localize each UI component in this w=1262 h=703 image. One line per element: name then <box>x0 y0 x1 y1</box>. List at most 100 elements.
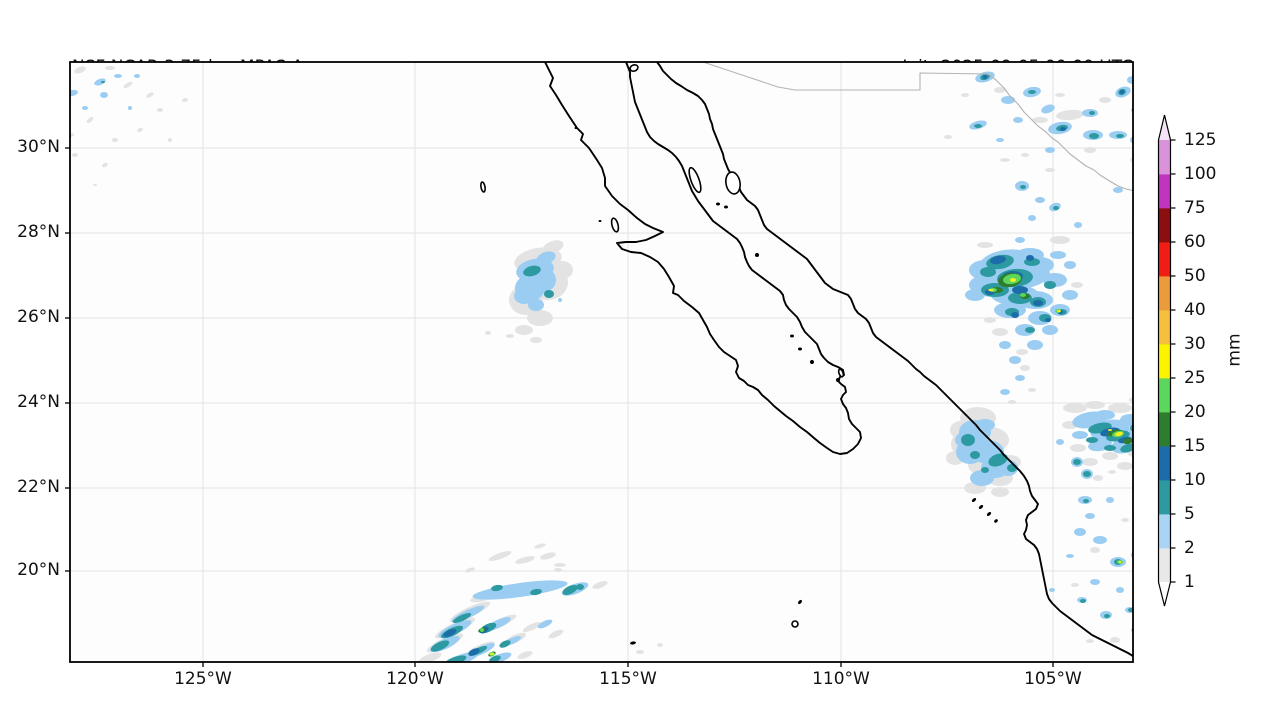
precip-cell-l5 <box>1083 499 1089 503</box>
precip-cell-l2 <box>1116 587 1124 593</box>
precip-cell-l1 <box>984 317 996 323</box>
precip-cell-l5 <box>1020 185 1026 189</box>
precip-cell-l1 <box>1084 147 1096 153</box>
precip-cell-l1 <box>522 621 542 633</box>
precip-cell-l5 <box>961 434 975 446</box>
colorbar-tick-label: 60 <box>1184 232 1206 252</box>
island-outline <box>480 181 486 193</box>
precip-cell-l25 <box>988 289 994 291</box>
colorbar-over-arrow <box>1158 115 1171 140</box>
precip-cell-l1 <box>977 242 993 248</box>
precip-cell-l1 <box>961 93 969 97</box>
precip-cell-l1 <box>540 552 556 560</box>
x-tick-label: 105°W <box>1024 669 1082 689</box>
colorbar-tick-label: 20 <box>1184 402 1206 422</box>
precip-cell-l20 <box>480 628 484 632</box>
precip-cell-l1 <box>1032 117 1048 123</box>
precip-cell-l2 <box>1028 215 1036 221</box>
y-tick-label: 30°N <box>17 137 60 157</box>
colorbar-tick-label: 10 <box>1184 470 1206 490</box>
island-dot <box>978 505 984 509</box>
precip-cell-l1 <box>1086 639 1094 643</box>
precip-cell-l5 <box>489 655 501 662</box>
y-tick-label: 24°N <box>17 392 60 412</box>
precip-cell-l1 <box>944 135 952 139</box>
precip-cell-l1 <box>1056 109 1084 121</box>
precip-cell-l25 <box>1057 310 1061 312</box>
precip-cell-l5 <box>981 467 989 473</box>
precip-cell-l1 <box>1085 401 1105 409</box>
precip-cell-l5 <box>1073 459 1081 465</box>
precip-cell-l5 <box>1025 327 1035 333</box>
island-dot <box>598 220 602 222</box>
precip-cell-l2 <box>1035 197 1045 203</box>
island-dot <box>810 360 814 364</box>
precip-cell-l25 <box>1115 431 1123 437</box>
island-dot <box>790 334 794 338</box>
precip-cell-l5 <box>1080 599 1086 603</box>
precip-cell-l1 <box>1093 475 1103 481</box>
precip-cell-l5 <box>1044 281 1056 289</box>
precip-cell-l1 <box>1045 168 1055 172</box>
precip-cell-l5 <box>1116 134 1124 138</box>
precip-cell-l2 <box>965 289 985 301</box>
island-dot <box>798 347 802 351</box>
precip-cell-l1 <box>137 127 143 133</box>
precip-cell-l1 <box>991 487 1009 497</box>
colorbar-segment <box>1158 140 1171 175</box>
island-outline <box>837 368 845 378</box>
precip-cell-l2 <box>528 299 544 311</box>
precip-cell-l1 <box>1102 452 1118 460</box>
precip-cell-l2 <box>514 288 534 304</box>
colorbar-tick-label: 30 <box>1184 334 1206 354</box>
precip-cell-l1 <box>1016 349 1028 355</box>
precip-cell-l5 <box>452 612 472 624</box>
precip-cell-l10 <box>443 628 457 638</box>
colorbar-segment <box>1158 310 1171 345</box>
precip-cell-l1 <box>1099 97 1111 103</box>
precip-cell-l5 <box>544 290 554 298</box>
precip-cell-l5 <box>101 81 105 83</box>
precip-cell-l2 <box>1049 588 1055 592</box>
precip-cell-l1 <box>105 66 115 70</box>
precip-cell-l1 <box>157 108 163 112</box>
precip-cell-l10 <box>1011 312 1019 318</box>
precip-cell-l10 <box>990 255 1006 265</box>
y-tick-label: 26°N <box>17 307 60 327</box>
precip-cell-l15 <box>1123 437 1133 445</box>
colorbar-segment <box>1158 480 1171 515</box>
precip-cell-l1 <box>548 629 564 639</box>
precip-cell-l2 <box>1074 222 1082 228</box>
precip-cell-l5 <box>1089 111 1095 115</box>
precip-cell-l1 <box>74 66 86 74</box>
precip-cell-l2 <box>472 580 568 600</box>
island-dot <box>574 127 578 129</box>
precip-cell-l2 <box>1050 251 1066 259</box>
island-dot <box>724 205 728 209</box>
precip-cell-l1 <box>86 117 94 123</box>
precip-cell-l10 <box>1120 90 1124 94</box>
precip-cell-l2 <box>1056 439 1064 445</box>
precip-cell-l2 <box>1001 96 1015 104</box>
island-dot <box>630 641 636 645</box>
precip-cell-l1 <box>530 337 542 343</box>
precip-cell-l5 <box>1120 443 1133 453</box>
precip-cell-l25 <box>1108 429 1112 431</box>
island-dot <box>836 378 840 382</box>
precip-cell-l10 <box>1033 300 1043 306</box>
precip-cell-l1 <box>1129 397 1133 403</box>
precip-cell-l2 <box>1009 356 1021 364</box>
baja-california-coastline <box>544 62 862 455</box>
precip-cell-l5 <box>1089 133 1099 139</box>
precip-cell-l1 <box>70 133 74 137</box>
precip-cell-l1 <box>123 81 133 89</box>
island-outline <box>629 64 639 72</box>
precip-cell-l2 <box>1062 290 1078 300</box>
island-dot <box>716 202 720 206</box>
y-tick-label: 28°N <box>17 222 60 242</box>
precip-cell-l1 <box>517 651 533 659</box>
precip-cell-l1 <box>1071 583 1079 587</box>
precip-cell-l2 <box>1093 536 1107 544</box>
precip-cell-l20 <box>1020 293 1026 297</box>
